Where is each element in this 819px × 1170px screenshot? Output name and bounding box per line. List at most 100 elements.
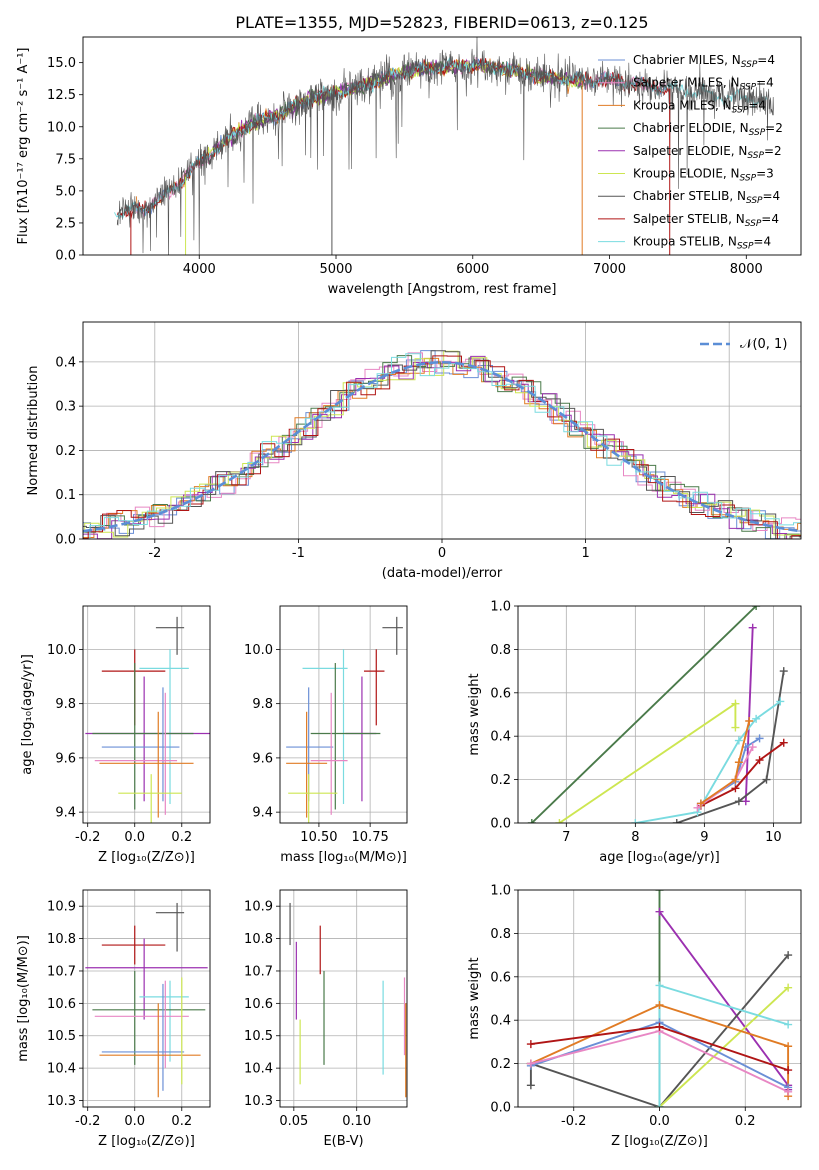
weight-marker	[748, 623, 757, 632]
y-axis-label: Normed distribution	[26, 366, 41, 496]
y-tick-label: 9.4	[55, 806, 76, 821]
age-vs-mass-panel: 10.50 10.75 9.4 9.6 9.8 10.0 mass [log₁₀(M/M⊙)…	[244, 605, 408, 865]
weight-marker	[755, 756, 764, 765]
weight-marker	[672, 819, 681, 823]
legend-text: Chabrier STELIB, N	[633, 189, 746, 203]
x-axis-label: Z [log₁₀(Z/Z⊙)]	[98, 850, 195, 865]
weight-marker	[731, 775, 740, 784]
weight-vs-age-panel: 7 8 9 10 0.0 0.2 0.4 0.6 0.8 1.0 age [log₁₀(age/yr…	[467, 600, 802, 865]
spectrum-line	[116, 37, 774, 255]
y-tick-label: 0.0	[490, 1101, 511, 1116]
y-tick-label: 9.8	[55, 697, 76, 712]
legend-text: Chabrier MILES, N	[633, 53, 741, 67]
y-tick-label: 0.4	[490, 1014, 511, 1029]
y-tick-label: 10.6	[47, 997, 76, 1012]
weight-marker	[693, 803, 702, 812]
y-tick-label: 1.0	[490, 884, 511, 899]
errorbar-series	[85, 616, 210, 823]
legend-subscript: SSP	[740, 83, 757, 93]
errorbar-series	[289, 902, 407, 1098]
weight-vs-Z-panel: -0.2 0.0 0.2 0.0 0.2 0.4 0.6 0.8 1.0 Z [log₁₀(Z/Z…	[467, 884, 802, 1149]
legend-subscript: SSP	[740, 174, 757, 184]
y-tick-label: 10.5	[244, 1029, 273, 1044]
weight-marker	[784, 951, 793, 960]
y-tick-label: 0.8	[490, 927, 511, 942]
x-tick-label: 0	[438, 546, 446, 561]
legend-text: Salpeter ELODIE, N	[633, 144, 747, 158]
y-tick-label: 10.8	[47, 932, 76, 947]
figure-title: PLATE=1355, MJD=52823, FIBERID=0613, z=0…	[235, 13, 648, 32]
y-tick-label: 0.4	[55, 355, 76, 370]
legend-label: Salpeter ELODIE, NSSP=2	[633, 144, 782, 161]
x-tick-label: 0.05	[279, 1114, 308, 1129]
legend-count: =4	[763, 189, 781, 203]
y-tick-label: 0.0	[55, 249, 76, 264]
legend-text: Salpeter MILES, N	[633, 76, 740, 90]
weight-marker	[779, 738, 788, 747]
legend-count: =4	[753, 235, 771, 249]
legend-count: =2	[764, 144, 782, 158]
legend-text: Chabrier ELODIE, N	[633, 121, 749, 135]
y-tick-label: 0.2	[490, 773, 511, 788]
weight-marker	[784, 1087, 793, 1096]
y-tick-label: 10.0	[244, 643, 273, 658]
y-tick-label: 0.6	[490, 686, 511, 701]
weight-marker	[784, 1020, 793, 1029]
y-tick-label: 15.0	[47, 56, 76, 71]
legend-label: 𝒩(0, 1)	[740, 337, 787, 352]
legend-label: Chabrier STELIB, NSSP=4	[633, 189, 780, 206]
legend-subscript: SSP	[737, 242, 754, 252]
y-tick-label: 10.3	[47, 1094, 76, 1109]
weight-marker	[755, 734, 764, 743]
x-tick-label: -0.2	[561, 1114, 586, 1129]
x-tick-label: 8	[631, 830, 639, 845]
weight-marker	[741, 797, 750, 806]
legend-text: Kroupa STELIB, N	[633, 235, 737, 249]
legend-count: =4	[748, 98, 766, 112]
y-tick-label: 10.3	[244, 1094, 273, 1109]
legend-label: Chabrier MILES, NSSP=4	[633, 53, 775, 70]
weight-marker	[655, 1103, 664, 1107]
x-tick-label: 10	[765, 830, 782, 845]
weight-line	[700, 741, 785, 807]
spectrum-series	[114, 37, 774, 255]
y-tick-label: 9.6	[55, 751, 76, 766]
x-tick-label: 0.2	[171, 830, 192, 845]
age-vs-Z-panel: -0.2 0.0 0.2 9.4 9.6 9.8 10.0 Z [log₁₀(Z/Z⊙)] ag…	[20, 605, 211, 865]
x-tick-label: 0.0	[124, 830, 145, 845]
histogram-series	[83, 350, 801, 539]
y-tick-label: 0.4	[490, 730, 511, 745]
y-tick-label: 0.6	[490, 970, 511, 985]
x-tick-label: 0.2	[171, 1114, 192, 1129]
weight-line	[744, 627, 754, 802]
plot-frame	[517, 605, 802, 824]
legend-label: Salpeter STELIB, NSSP=4	[633, 212, 779, 229]
weight-line	[676, 670, 785, 823]
x-axis-label: Z [log₁₀(Z/Z⊙)]	[611, 1134, 708, 1149]
y-tick-label: 10.0	[47, 643, 76, 658]
x-axis-label: age [log₁₀(age/yr)]	[599, 850, 720, 865]
legend-label: Chabrier ELODIE, NSSP=2	[633, 121, 783, 138]
weight-marker	[752, 714, 761, 723]
y-tick-label: 9.4	[252, 806, 273, 821]
x-tick-label: 6000	[456, 262, 489, 277]
y-tick-label: 5.0	[55, 184, 76, 199]
histogram-step	[83, 355, 801, 539]
y-tick-label: 10.7	[244, 964, 273, 979]
y-tick-label: 2.5	[55, 216, 76, 231]
weight-series	[527, 606, 788, 823]
weight-marker	[734, 797, 743, 806]
x-tick-label: 8000	[730, 262, 763, 277]
y-tick-label: 0.3	[55, 400, 76, 415]
weight-marker	[734, 758, 743, 767]
y-axis-label: mass [log₁₀(M/M⊙)]	[16, 935, 31, 1062]
mass-vs-ebv-panel: 0.05 0.10 10.3 10.4 10.5 10.6 10.7 10.8 10.9 E(B-…	[244, 889, 408, 1149]
legend-subscript: SSP	[746, 196, 763, 206]
residuals-panel: -2 -1 0 1 2 0.0 0.1 0.2 0.3 0.4 (data-model)/error…	[26, 321, 802, 581]
plot-frame	[82, 605, 211, 824]
weight-marker	[526, 1081, 535, 1090]
weight-marker	[762, 775, 771, 784]
histogram-step	[83, 353, 801, 539]
legend-count: =4	[757, 53, 775, 67]
